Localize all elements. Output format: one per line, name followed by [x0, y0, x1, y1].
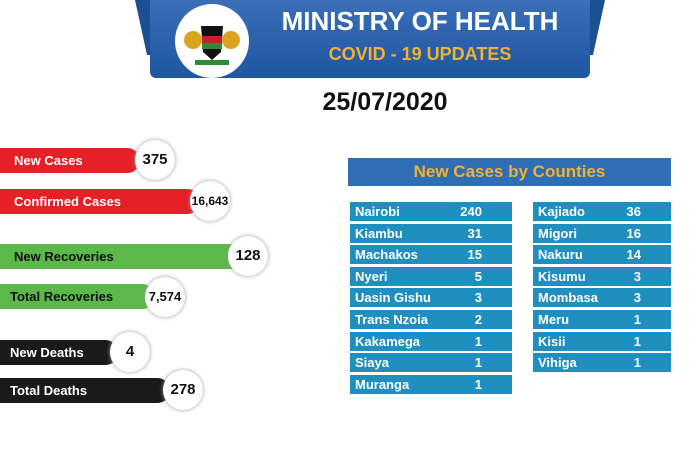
county-row: Migori 16	[533, 223, 671, 243]
stat-new-recoveries: New Recoveries	[0, 244, 245, 269]
county-row: Kajiado 36	[533, 202, 671, 221]
stat-confirmed-cases: Confirmed Cases	[0, 189, 200, 214]
county-cases: 5	[474, 268, 482, 284]
stat-new-cases: New Cases	[0, 148, 140, 173]
county-row: Meru 1	[533, 310, 671, 329]
stat-new-deaths: New Deaths	[0, 340, 118, 365]
county-cases: 1	[474, 376, 482, 392]
county-row: Uasin Gishu 3	[350, 288, 512, 308]
county-name: Nyeri	[355, 268, 388, 284]
county-cases: 2	[474, 312, 482, 327]
county-row: Kakamega 1	[350, 331, 512, 351]
county-row: Trans Nzoia 2	[350, 310, 512, 329]
county-cases: 16	[626, 225, 641, 241]
county-name: Machakos	[355, 247, 418, 263]
county-row: Kisumu 3	[533, 266, 671, 286]
stat-total-recoveries: Total Recoveries	[0, 284, 155, 309]
county-name: Kiambu	[355, 225, 403, 241]
stat-new-recoveries-value: 128	[228, 236, 268, 276]
county-row: Machakos 15	[350, 245, 512, 265]
county-cases: 3	[474, 290, 482, 306]
report-date: 25/07/2020	[322, 88, 448, 116]
header-subtitle: COVID - 19 UPDATES	[328, 44, 512, 64]
county-row: Kiambu 31	[350, 223, 512, 243]
county-name: Nairobi	[355, 204, 400, 219]
county-row: Muranga 1	[350, 374, 512, 394]
county-row: Mombasa 3	[533, 288, 671, 308]
county-cases: 36	[626, 204, 641, 219]
county-name: Trans Nzoia	[355, 312, 428, 327]
county-name: Siaya	[355, 355, 389, 371]
county-row: Nairobi 240	[350, 202, 512, 221]
county-row: Siaya 1	[350, 353, 512, 373]
county-cases: 31	[467, 225, 482, 241]
counties-title: New Cases by Counties	[348, 158, 671, 186]
county-name: Mombasa	[538, 290, 598, 306]
county-name: Uasin Gishu	[355, 290, 431, 306]
county-name: Kisii	[538, 333, 566, 349]
county-row: Vihiga 1	[533, 353, 671, 373]
county-name: Kajiado	[538, 204, 585, 219]
county-cases: 1	[633, 312, 641, 327]
county-name: Muranga	[355, 376, 410, 392]
stat-new-cases-value: 375	[135, 140, 175, 180]
county-cases: 3	[633, 290, 641, 306]
county-name: Vihiga	[538, 355, 577, 371]
county-name: Kisumu	[538, 268, 586, 284]
county-cases: 15	[467, 247, 482, 263]
county-row: Kisii 1	[533, 331, 671, 351]
county-cases: 1	[474, 355, 482, 371]
county-name: Kakamega	[355, 333, 421, 349]
stat-total-deaths: Total Deaths	[0, 378, 170, 403]
county-cases: 14	[626, 247, 641, 263]
county-name: Meru	[538, 312, 570, 327]
county-name: Migori	[538, 225, 577, 241]
header-title: MINISTRY OF HEALTH	[281, 6, 559, 36]
county-cases: 1	[633, 333, 641, 349]
stat-total-recoveries-value: 7,574	[145, 277, 185, 317]
county-row: Nakuru 14	[533, 245, 671, 265]
county-name: Nakuru	[538, 247, 583, 263]
county-cases: 3	[633, 268, 641, 284]
coat-of-arms-logo	[175, 4, 249, 78]
stat-new-deaths-value: 4	[110, 332, 150, 372]
stat-confirmed-cases-value: 16,643	[190, 181, 230, 221]
county-row: Nyeri 5	[350, 266, 512, 286]
county-cases: 1	[633, 355, 641, 371]
county-cases: 1	[474, 333, 482, 349]
county-cases: 240	[460, 204, 482, 219]
stat-total-deaths-value: 278	[163, 370, 203, 410]
